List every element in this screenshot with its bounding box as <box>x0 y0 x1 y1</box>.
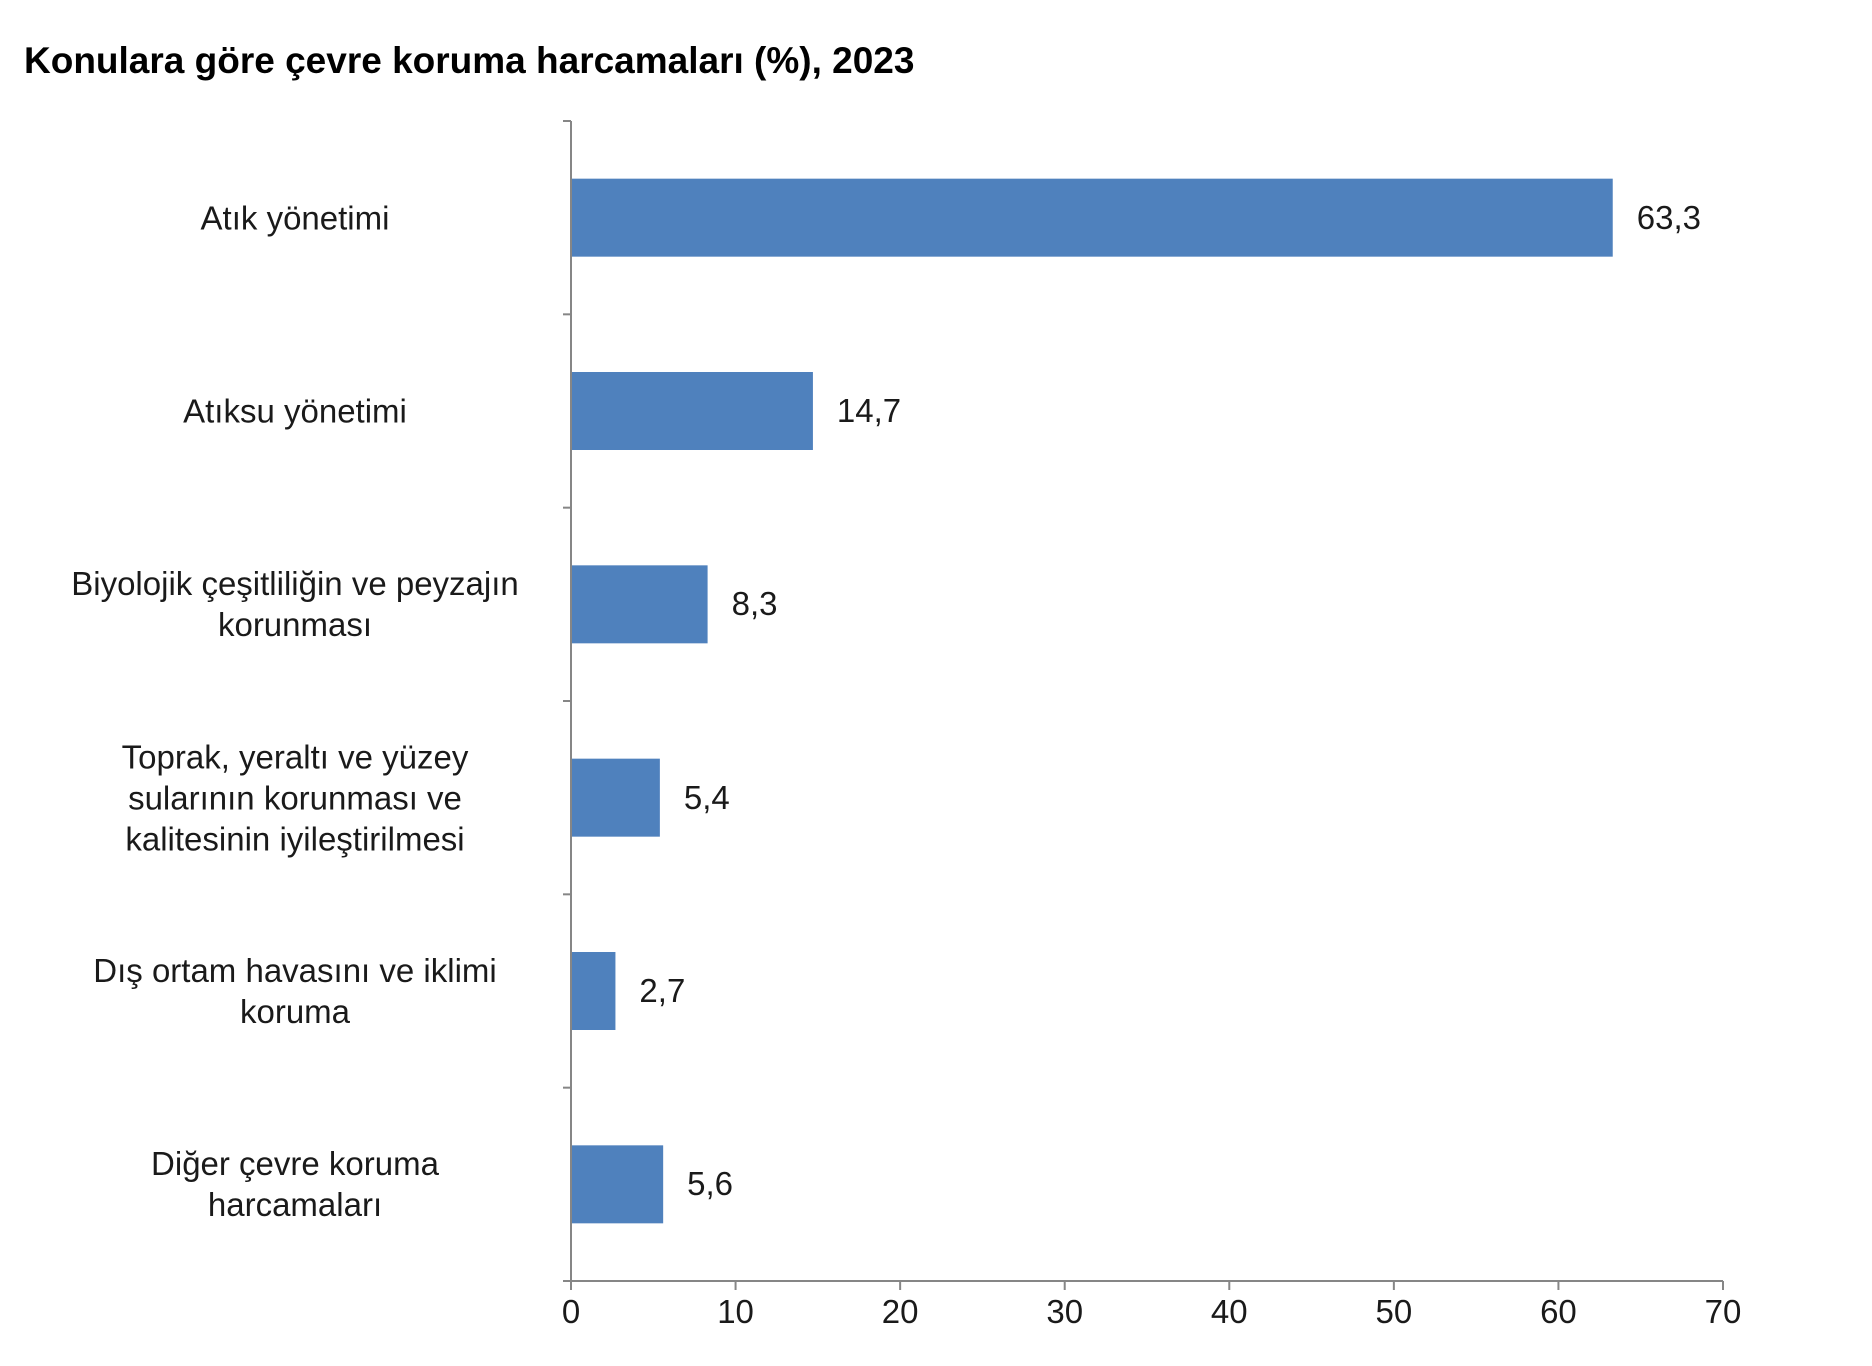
category-label-line: korunması <box>217 606 373 644</box>
data-label: 63,3 <box>1636 198 1701 236</box>
category-label: Biyolojik çeşitliliğin ve peyzajın korunm… <box>71 563 519 645</box>
category-label: Toprak, yeraltı ve yüzey sularının korunm… <box>122 736 469 859</box>
x-tick-label: 0 <box>561 1293 581 1330</box>
category-label: Diğer çevre koruma harcamaları <box>151 1143 439 1225</box>
category-label-line: Toprak, yeraltı ve yüzey <box>121 738 469 776</box>
category-label: Dış ortam havasını ve iklimi koruma <box>93 950 496 1032</box>
category-label-line: Atıksu yönetimi <box>183 392 407 430</box>
category-label: Atıksu yönetimi <box>183 391 407 432</box>
bar <box>572 952 616 1030</box>
category-label-line: harcamaları <box>207 1186 383 1224</box>
category-label-line: Atık yönetimi <box>200 199 390 237</box>
data-label: 2,7 <box>639 972 686 1009</box>
category-label-line: koruma <box>239 993 351 1030</box>
category-label-line: kalitesinin iyileştirilmesi <box>125 820 465 858</box>
x-tick-label: 40 <box>1210 1293 1248 1330</box>
category-label-line: sularının korunması ve <box>128 779 462 817</box>
bar <box>572 1145 664 1224</box>
category-label: Atık yönetimi <box>201 197 390 238</box>
data-label: 5,4 <box>683 778 730 816</box>
x-tick-label: 30 <box>1046 1293 1084 1330</box>
chart-title: Konulara göre çevre koruma harcamaları (… <box>24 40 915 81</box>
x-tick-label: 50 <box>1375 1293 1413 1330</box>
category-label-line: Biyolojik çeşitliliğin ve peyzajın <box>71 565 519 603</box>
x-tick-label: 20 <box>881 1293 919 1330</box>
data-label: 14,7 <box>836 392 902 429</box>
data-label: 8,3 <box>731 585 778 623</box>
category-label-line: Diğer çevre koruma <box>151 1145 439 1183</box>
category-label-line: Dış ortam havasını ve iklimi <box>93 952 497 989</box>
x-tick-label: 70 <box>1704 1293 1742 1330</box>
bar <box>572 372 813 450</box>
x-tick-label: 10 <box>717 1293 754 1330</box>
x-tick-label: 60 <box>1540 1293 1577 1330</box>
bar <box>572 758 660 837</box>
bar <box>572 178 1613 257</box>
bar <box>572 565 708 644</box>
data-label: 5,6 <box>687 1165 734 1203</box>
